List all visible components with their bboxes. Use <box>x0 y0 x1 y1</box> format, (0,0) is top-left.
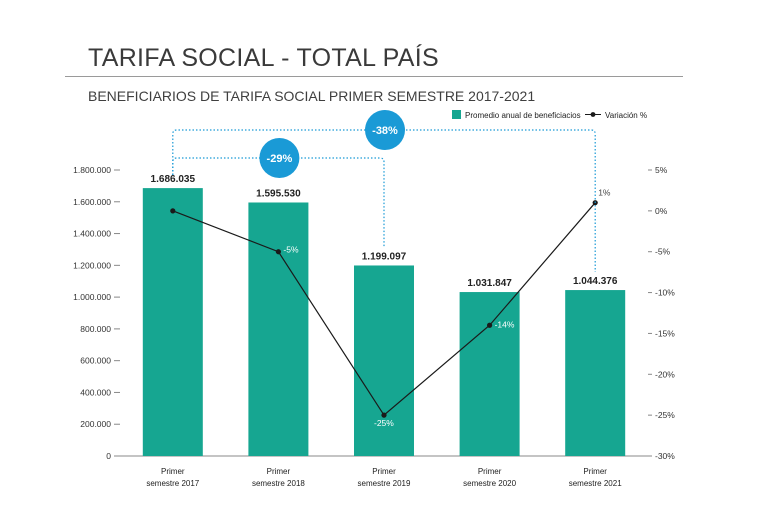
variation-point <box>170 208 176 214</box>
variation-label: 1% <box>598 188 611 198</box>
y-left-tick-label: 1.800.000 <box>73 165 111 175</box>
bar <box>142 188 203 456</box>
y-right-tick-label: 5% <box>655 165 668 175</box>
category-label: semestre 2017 <box>146 479 199 488</box>
page-title: TARIFA SOCIAL - TOTAL PAÍS <box>88 44 439 72</box>
legend-bar-swatch <box>452 110 461 119</box>
category-label: Primer <box>372 467 396 476</box>
legend-bar-label: Promedio anual de beneficiacios <box>465 111 581 120</box>
category-label: Primer <box>267 467 291 476</box>
bar-value-label: 1.031.847 <box>467 278 512 289</box>
y-right-tick-label: -25% <box>655 410 675 420</box>
bar-value-label: 1.044.376 <box>573 276 618 287</box>
category-label: Primer <box>583 467 607 476</box>
bar <box>459 292 520 456</box>
y-right-tick-label: -30% <box>655 451 675 461</box>
y-left-tick-label: 400.000 <box>80 387 111 397</box>
variation-point <box>275 249 281 255</box>
y-right-tick-label: -5% <box>655 247 671 257</box>
variation-bubble <box>365 110 405 150</box>
bracket-2017-2021 <box>172 129 596 273</box>
category-label: Primer <box>161 467 185 476</box>
category-label: semestre 2020 <box>463 479 516 488</box>
bar-value-label: 1.199.097 <box>362 251 407 262</box>
y-left-tick-label: 600.000 <box>80 356 111 366</box>
y-right-tick-label: -10% <box>655 288 675 298</box>
bar <box>565 290 626 456</box>
y-right-tick-label: -20% <box>655 369 675 379</box>
variation-label: -25% <box>374 418 394 428</box>
variation-point <box>381 412 387 418</box>
variation-bubble <box>259 138 300 178</box>
category-label: semestre 2018 <box>252 479 305 488</box>
y-left-tick-label: 0 <box>106 451 111 461</box>
y-right-tick-label: -15% <box>655 328 675 338</box>
y-left-tick-label: 1.200.000 <box>73 260 111 270</box>
bar-value-label: 1.595.530 <box>256 188 301 199</box>
bar-value-label: 1.686.035 <box>151 174 196 185</box>
chart-subtitle: BENEFICIARIOS DE TARIFA SOCIAL PRIMER SE… <box>88 88 536 104</box>
bar <box>248 202 309 456</box>
legend-line-marker <box>590 112 596 117</box>
variation-bubble-label: -29% <box>267 153 293 165</box>
variation-bubble-label: -38% <box>372 125 398 137</box>
variation-label: -14% <box>495 319 515 329</box>
category-label: Primer <box>478 467 502 476</box>
y-right-tick-label: 0% <box>655 206 668 216</box>
category-label: semestre 2021 <box>569 479 622 488</box>
y-left-tick-label: 1.600.000 <box>73 197 111 207</box>
variation-point <box>487 322 493 328</box>
variation-label-bg <box>372 418 397 429</box>
y-left-tick-label: 1.000.000 <box>73 292 111 302</box>
legend-line-label: Variación % <box>605 111 647 120</box>
y-left-tick-label: 1.400.000 <box>73 229 111 239</box>
variation-label: -5% <box>283 245 299 255</box>
y-left-tick-label: 200.000 <box>80 419 111 429</box>
category-label: semestre 2019 <box>358 479 411 488</box>
y-left-tick-label: 800.000 <box>80 324 111 334</box>
title-divider <box>65 76 683 77</box>
